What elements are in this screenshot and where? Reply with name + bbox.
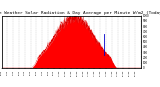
Title: Milwaukee Weather Solar Radiation & Day Average per Minute W/m2 (Today): Milwaukee Weather Solar Radiation & Day … [0,11,160,15]
